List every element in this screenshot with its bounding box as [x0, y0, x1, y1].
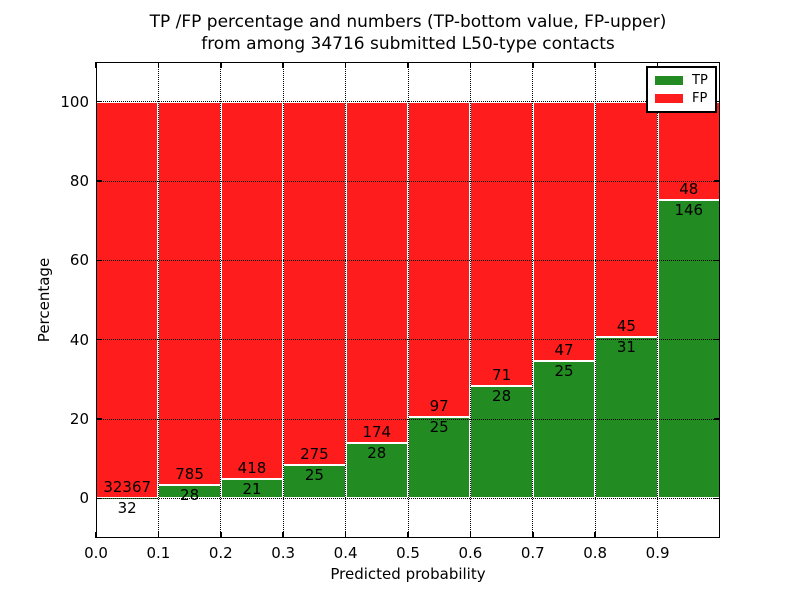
x-tick-label: 0.2 — [208, 544, 233, 562]
tp-bar-segment — [220, 479, 284, 499]
x-tick-label: 0.7 — [520, 544, 545, 562]
fp-bar-segment — [470, 101, 533, 387]
x-tick-label: 0.0 — [84, 544, 108, 562]
x-axis-label: Predicted probability — [330, 565, 486, 583]
x-tick-label: 0.4 — [333, 544, 358, 562]
legend-label-fp: FP — [692, 91, 708, 106]
legend-entry-tp: TP — [655, 74, 708, 87]
y-tick-label: 0 — [79, 489, 89, 508]
fp-bar-segment — [96, 101, 159, 498]
tp-bar-segment — [657, 199, 720, 499]
fp-bar-segment — [345, 101, 408, 444]
tp-bar-segment — [158, 484, 221, 499]
legend-swatch-fp — [655, 94, 683, 103]
tp-bar-segment — [283, 465, 346, 499]
y-tick-label: 20 — [69, 410, 89, 428]
tp-bar-segment — [470, 386, 533, 499]
x-tick-label: 0.6 — [458, 544, 483, 562]
chart-title-line2: from among 34716 submitted L50-type cont… — [201, 34, 615, 54]
chart-title: TP /FP percentage and numbers (TP-bottom… — [96, 11, 720, 55]
x-tick-label: 0.5 — [396, 544, 420, 562]
fp-bar-segment — [532, 101, 596, 361]
tp-bar-segment — [408, 417, 471, 499]
x-tick-label: 0.9 — [645, 544, 670, 562]
tp-bar-segment — [532, 360, 596, 499]
fp-bar-segment — [595, 101, 658, 337]
fp-bar-segment — [158, 101, 221, 485]
bars-layer — [96, 62, 720, 538]
fp-bar-segment — [220, 101, 284, 480]
chart-title-line1: TP /FP percentage and numbers (TP-bottom… — [149, 12, 667, 32]
fp-bar-segment — [408, 101, 471, 418]
legend-entry-fp: FP — [655, 92, 708, 105]
x-tick-label: 0.8 — [583, 544, 608, 562]
y-tick-label: 60 — [69, 251, 89, 270]
tp-bar-segment — [345, 443, 408, 499]
x-tick-label: 0.3 — [271, 544, 296, 562]
legend: TP FP — [646, 66, 717, 113]
y-tick-label: 100 — [60, 92, 89, 111]
y-tick-label: 80 — [69, 172, 89, 190]
y-tick-label: 40 — [69, 330, 89, 349]
legend-swatch-tp — [655, 76, 683, 85]
tp-bar-segment — [595, 336, 658, 499]
legend-label-tp: TP — [692, 73, 708, 88]
x-tick-label: 0.1 — [146, 544, 171, 562]
fp-bar-segment — [657, 101, 720, 200]
plot-area: 32367 32 785 28 418 21 275 25 174 28 97 25 71 28 47 25 4… — [95, 62, 720, 538]
fp-bar-segment — [283, 101, 346, 466]
